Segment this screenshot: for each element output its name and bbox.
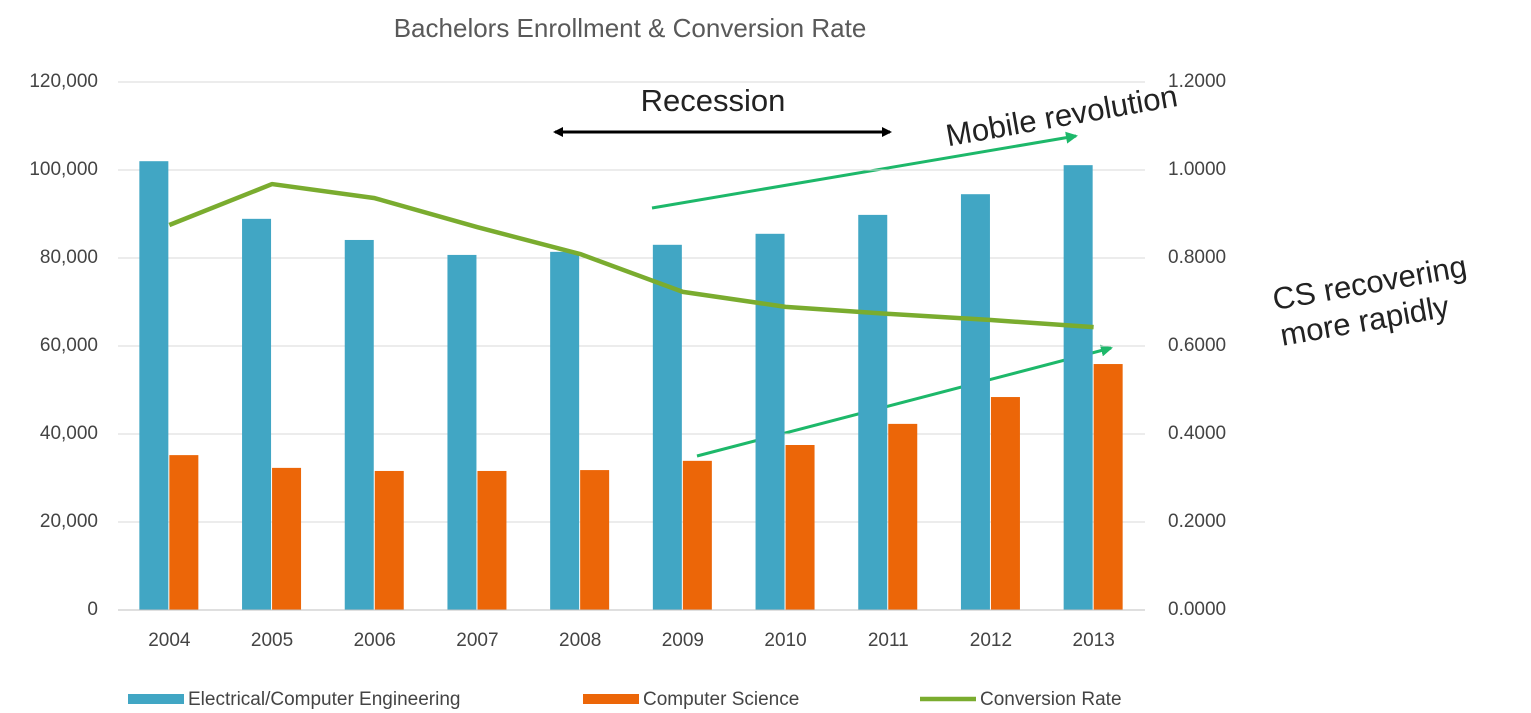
x-tick-label: 2006 <box>354 630 396 651</box>
bar <box>447 254 477 611</box>
bar <box>858 214 888 610</box>
mobile-arrow <box>651 131 1078 210</box>
y-tick-label: 120,000 <box>29 71 98 92</box>
annotation: Recession <box>641 83 786 118</box>
y2-tick-label: 0.4000 <box>1168 423 1226 444</box>
legend-label: Computer Science <box>643 689 799 710</box>
y2-tick-label: 0.2000 <box>1168 511 1226 532</box>
x-tick-label: 2009 <box>662 630 704 651</box>
y-tick-label: 80,000 <box>40 247 98 268</box>
x-tick-label: 2007 <box>456 630 498 651</box>
x-tick-label: 2013 <box>1073 630 1115 651</box>
bar <box>272 467 302 610</box>
y-tick-label: 60,000 <box>40 335 98 356</box>
bar <box>652 244 682 611</box>
bar <box>785 445 815 610</box>
bar <box>1063 165 1093 610</box>
bar <box>1093 364 1123 610</box>
bar <box>550 251 580 610</box>
bar <box>344 239 374 610</box>
y2-tick-label: 0.6000 <box>1168 335 1226 356</box>
x-tick-label: 2011 <box>868 630 909 651</box>
x-tick-label: 2012 <box>970 630 1012 651</box>
bar <box>888 423 918 610</box>
bar <box>990 397 1020 610</box>
bar <box>169 455 199 610</box>
legend-label: Conversion Rate <box>980 689 1122 710</box>
bar <box>242 218 272 610</box>
y2-tick-label: 1.2000 <box>1168 71 1226 92</box>
bar <box>477 470 507 610</box>
legend-label: Electrical/Computer Engineering <box>188 689 460 710</box>
x-tick-label: 2008 <box>559 630 601 651</box>
y2-tick-label: 0.8000 <box>1168 247 1226 268</box>
legend-swatch <box>128 694 184 704</box>
y-tick-label: 40,000 <box>40 423 98 444</box>
y-tick-label: 20,000 <box>40 511 98 532</box>
y2-tick-label: 0.0000 <box>1168 599 1226 620</box>
y-tick-label: 0 <box>87 599 98 620</box>
bar <box>682 460 712 610</box>
bar <box>374 470 404 610</box>
bar <box>755 233 785 611</box>
x-tick-label: 2010 <box>764 630 806 651</box>
y-tick-label: 100,000 <box>29 159 98 180</box>
y2-tick-label: 1.0000 <box>1168 159 1226 180</box>
bar <box>580 470 610 610</box>
bar <box>139 161 169 610</box>
legend-swatch <box>583 694 639 704</box>
annotation: Mobile revolution <box>943 78 1180 153</box>
line-series <box>168 181 1094 330</box>
x-tick-label: 2004 <box>148 630 191 651</box>
x-tick-label: 2005 <box>251 630 293 651</box>
chart-title: Bachelors Enrollment & Conversion Rate <box>394 13 867 43</box>
bar <box>960 194 990 610</box>
